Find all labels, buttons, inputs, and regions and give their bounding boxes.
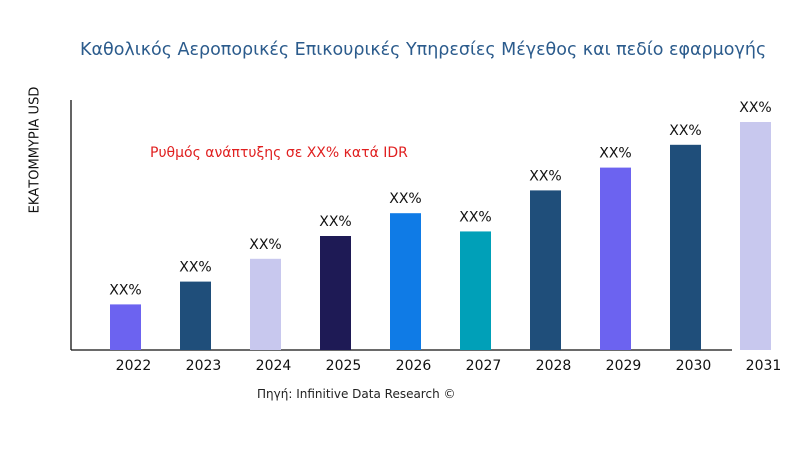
bar-2024 (250, 258, 281, 350)
x-tick-label-2031: 2031 (746, 358, 782, 374)
bar-2031 (740, 122, 771, 350)
x-tick-label-2023: 2023 (186, 358, 222, 374)
x-tick-label-2030: 2030 (676, 358, 712, 374)
bar-2027 (460, 231, 491, 350)
source-note: Πηγή: Infinitive Data Research © (257, 387, 456, 401)
bar-2028 (530, 190, 561, 350)
bar-2023 (180, 281, 211, 350)
x-tick-label-2027: 2027 (466, 358, 502, 374)
data-label-2024: XX% (249, 237, 281, 253)
data-label-2028: XX% (529, 168, 561, 184)
data-label-2022: XX% (109, 282, 141, 298)
bar-2022 (110, 304, 141, 350)
data-label-2030: XX% (669, 123, 701, 139)
bar-2029 (600, 167, 631, 350)
data-label-2031: XX% (739, 100, 771, 116)
bar-2026 (390, 213, 421, 350)
x-tick-label-2028: 2028 (536, 358, 572, 374)
data-label-2026: XX% (389, 191, 421, 207)
data-label-2027: XX% (459, 209, 491, 225)
x-tick-label-2024: 2024 (256, 358, 292, 374)
data-label-2029: XX% (599, 146, 631, 162)
growth-rate-annotation: Ρυθμός ανάπτυξης σε XX% κατά IDR (150, 145, 408, 161)
bar-2030 (670, 144, 701, 350)
x-tick-label-2029: 2029 (606, 358, 642, 374)
x-tick-label-2025: 2025 (326, 358, 362, 374)
x-tick-label-2022: 2022 (116, 358, 152, 374)
data-label-2025: XX% (319, 214, 351, 230)
data-label-2023: XX% (179, 260, 211, 276)
chart-title: Καθολικός Αεροπορικές Επικουρικές Υπηρεσ… (80, 40, 767, 60)
bar-2025 (320, 236, 351, 350)
x-tick-label-2026: 2026 (396, 358, 432, 374)
